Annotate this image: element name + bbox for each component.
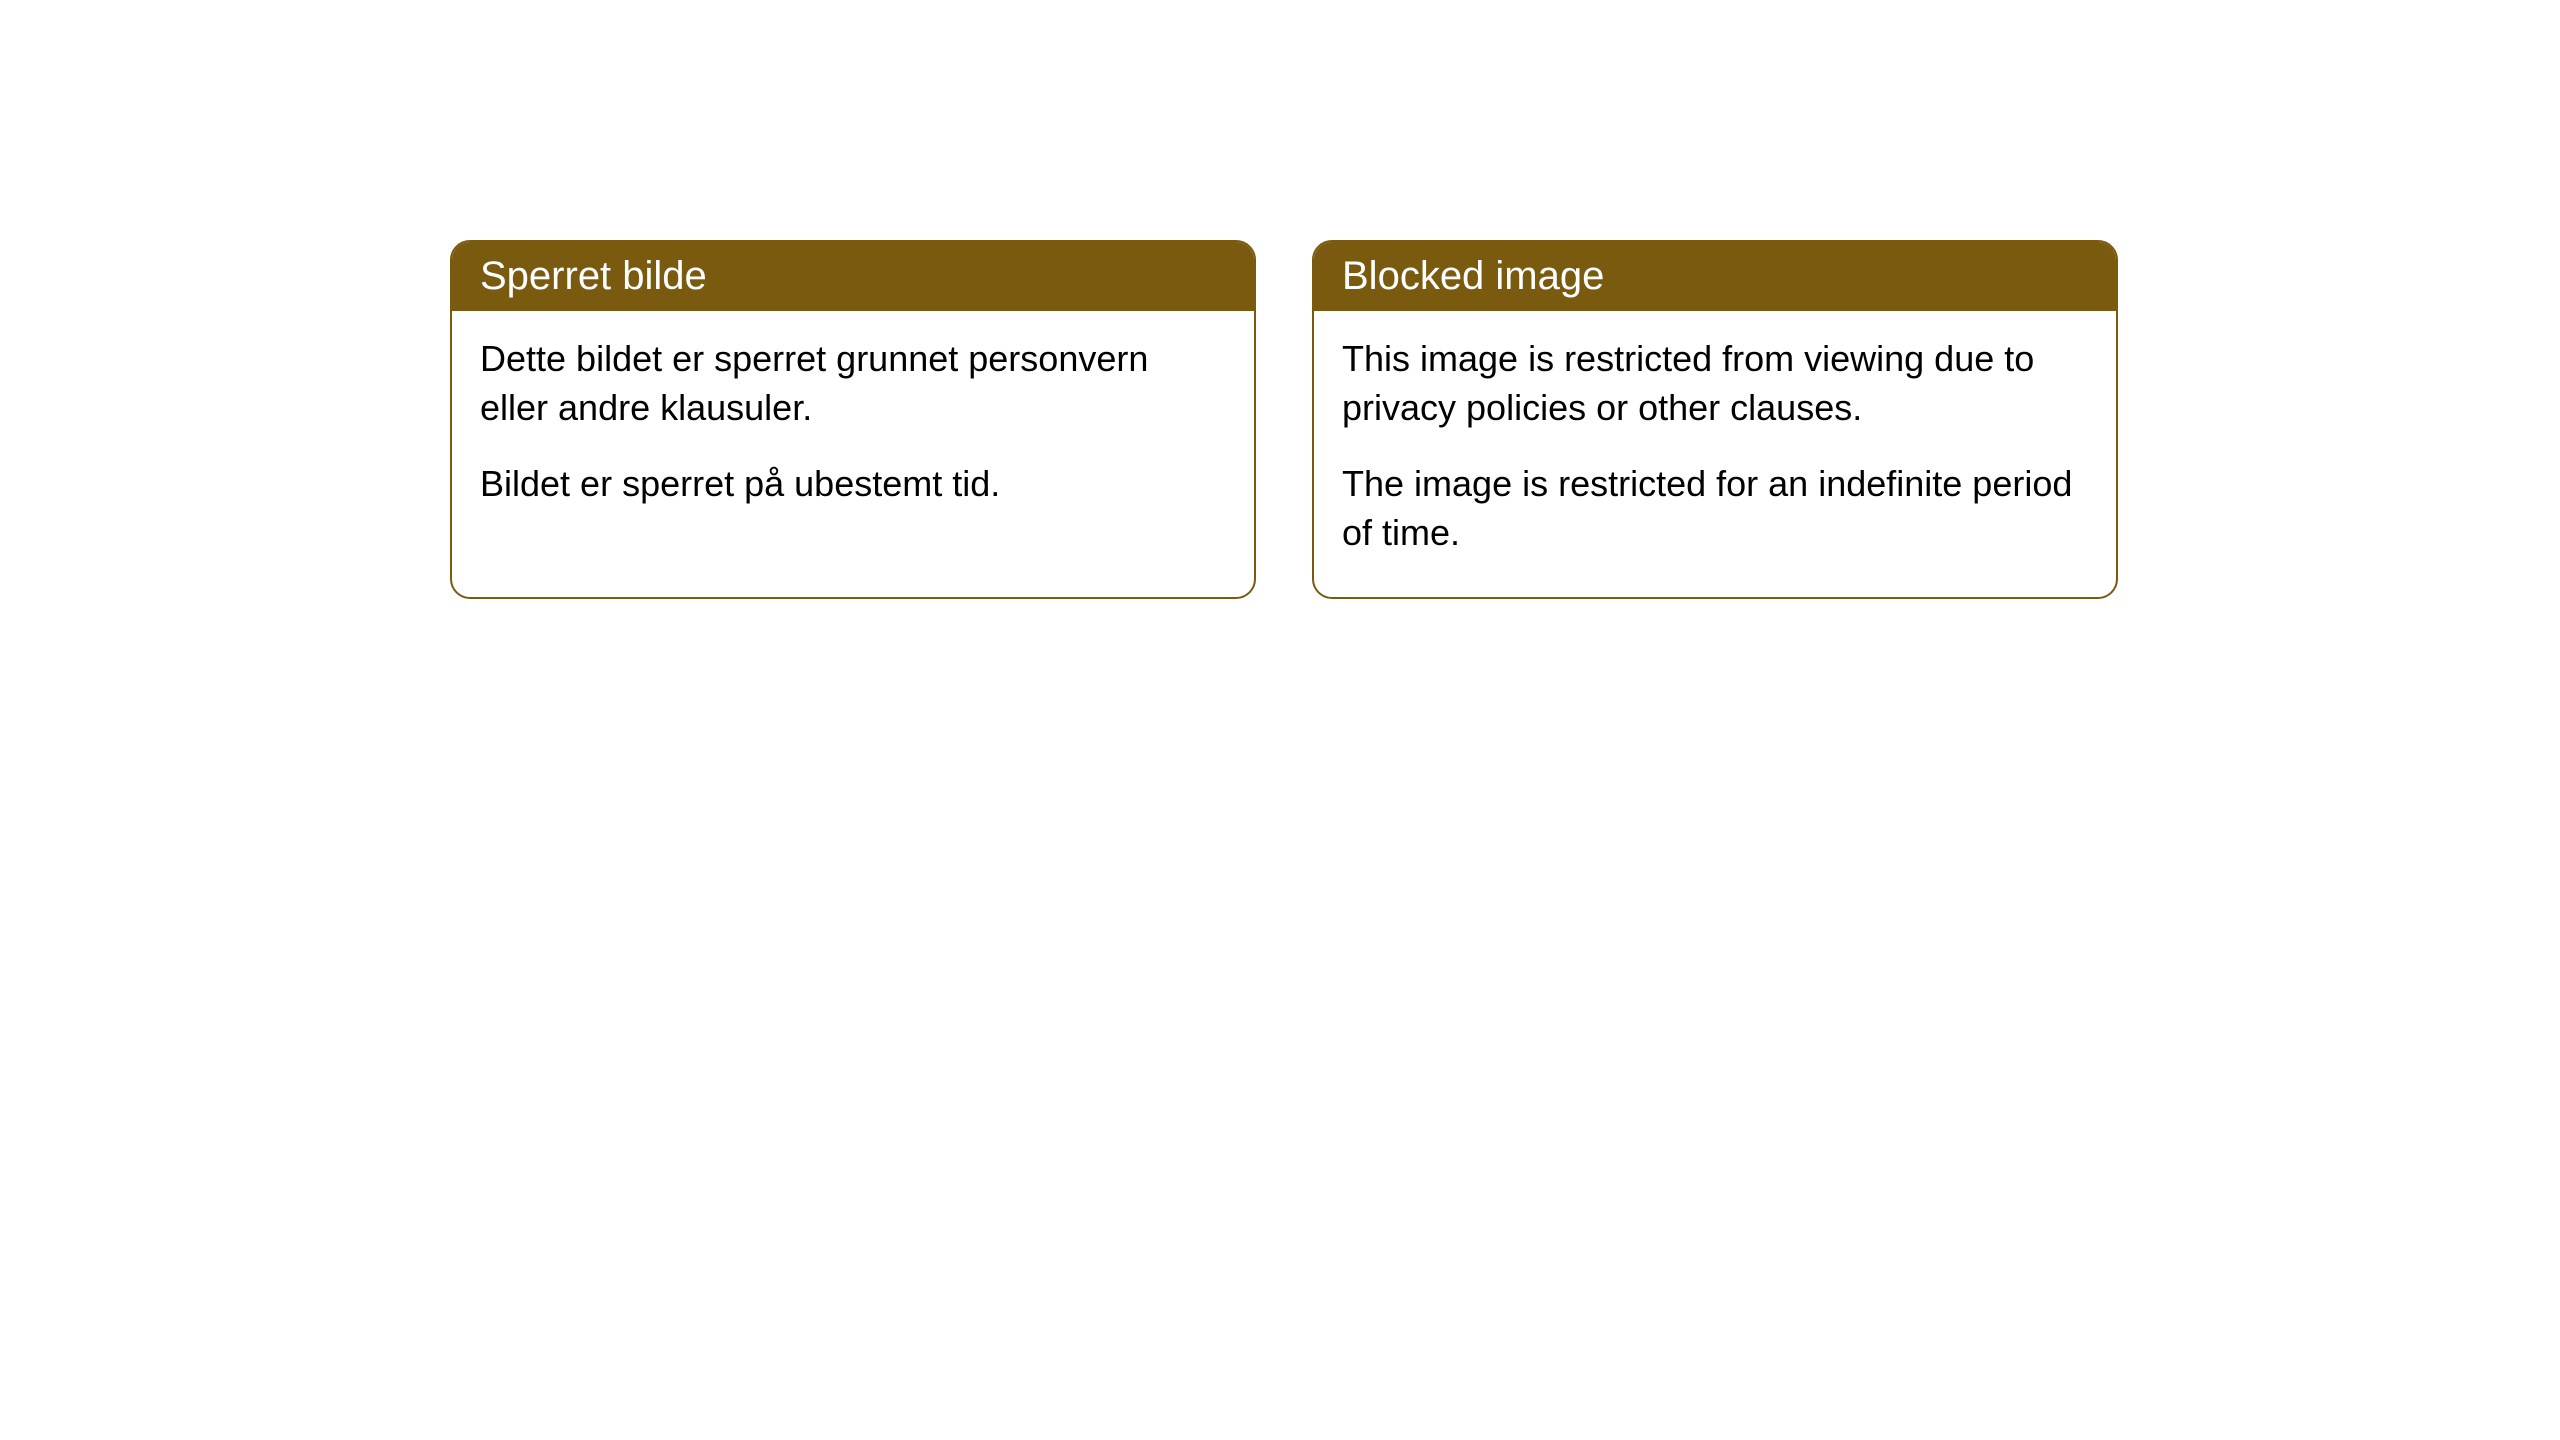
card-header-no: Sperret bilde — [452, 242, 1254, 311]
blocked-image-card-en: Blocked image This image is restricted f… — [1312, 240, 2118, 599]
card-title-en: Blocked image — [1342, 254, 1604, 298]
blocked-image-card-no: Sperret bilde Dette bildet er sperret gr… — [450, 240, 1256, 599]
card-paragraph-en-1: This image is restricted from viewing du… — [1342, 335, 2088, 432]
cards-container: Sperret bilde Dette bildet er sperret gr… — [0, 0, 2560, 599]
card-body-en: This image is restricted from viewing du… — [1314, 311, 2116, 597]
card-paragraph-en-2: The image is restricted for an indefinit… — [1342, 460, 2088, 557]
card-paragraph-no-2: Bildet er sperret på ubestemt tid. — [480, 460, 1226, 509]
card-body-no: Dette bildet er sperret grunnet personve… — [452, 311, 1254, 549]
card-header-en: Blocked image — [1314, 242, 2116, 311]
card-paragraph-no-1: Dette bildet er sperret grunnet personve… — [480, 335, 1226, 432]
card-title-no: Sperret bilde — [480, 254, 707, 298]
